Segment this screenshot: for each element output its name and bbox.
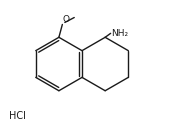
Text: HCl: HCl [9, 111, 26, 121]
Text: NH₂: NH₂ [111, 29, 128, 38]
Text: O: O [63, 15, 70, 24]
